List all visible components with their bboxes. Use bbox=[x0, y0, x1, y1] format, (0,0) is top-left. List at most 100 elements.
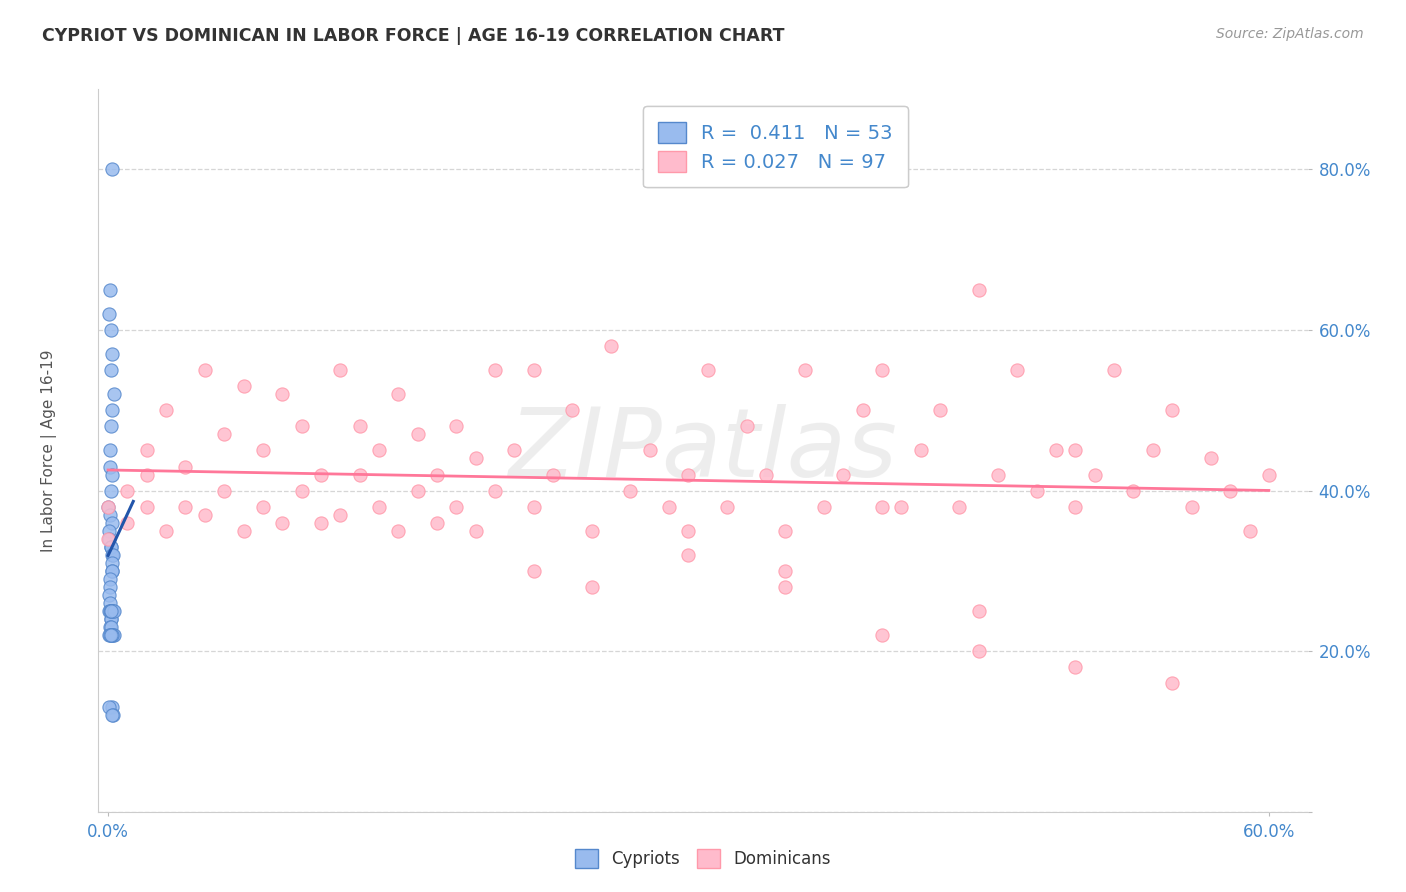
Point bbox=[638, 443, 661, 458]
Point bbox=[97, 604, 120, 618]
Point bbox=[773, 524, 796, 538]
Point bbox=[446, 419, 468, 434]
Point bbox=[1180, 500, 1202, 514]
Legend: R =  0.411   N = 53, R = 0.027   N = 97: R = 0.411 N = 53, R = 0.027 N = 97 bbox=[643, 106, 908, 187]
Point bbox=[252, 500, 274, 514]
Point bbox=[98, 620, 121, 634]
Point bbox=[100, 612, 122, 626]
Point bbox=[100, 548, 122, 562]
Point bbox=[406, 483, 429, 498]
Point bbox=[100, 564, 122, 578]
Point bbox=[100, 612, 122, 626]
Point bbox=[852, 403, 875, 417]
Point bbox=[349, 467, 371, 482]
Point bbox=[103, 628, 125, 642]
Point bbox=[870, 500, 893, 514]
Point bbox=[678, 548, 700, 562]
Point bbox=[1239, 524, 1261, 538]
Point bbox=[1102, 363, 1125, 377]
Point bbox=[117, 516, 139, 530]
Point bbox=[349, 419, 371, 434]
Point bbox=[910, 443, 932, 458]
Point bbox=[103, 604, 125, 618]
Point bbox=[948, 500, 970, 514]
Point bbox=[619, 483, 641, 498]
Point bbox=[103, 387, 125, 401]
Point bbox=[870, 628, 893, 642]
Point bbox=[426, 467, 449, 482]
Text: ZIPatlas: ZIPatlas bbox=[509, 404, 897, 497]
Point bbox=[735, 419, 758, 434]
Point bbox=[100, 604, 122, 618]
Point bbox=[329, 508, 352, 522]
Point bbox=[101, 708, 124, 723]
Point bbox=[103, 628, 125, 642]
Point bbox=[212, 483, 235, 498]
Point bbox=[117, 483, 139, 498]
Point bbox=[1025, 483, 1047, 498]
Point bbox=[773, 564, 796, 578]
Point bbox=[967, 644, 990, 658]
Point bbox=[696, 363, 718, 377]
Point bbox=[929, 403, 952, 417]
Point bbox=[252, 443, 274, 458]
Point bbox=[368, 500, 391, 514]
Point bbox=[97, 500, 120, 514]
Point bbox=[155, 403, 177, 417]
Point bbox=[135, 500, 157, 514]
Point bbox=[1161, 676, 1184, 690]
Point bbox=[503, 443, 526, 458]
Point bbox=[523, 500, 546, 514]
Point bbox=[174, 500, 197, 514]
Point bbox=[271, 516, 294, 530]
Text: Source: ZipAtlas.com: Source: ZipAtlas.com bbox=[1216, 27, 1364, 41]
Point bbox=[100, 700, 122, 714]
Point bbox=[232, 524, 254, 538]
Point bbox=[890, 500, 912, 514]
Point bbox=[523, 564, 546, 578]
Point bbox=[101, 604, 124, 618]
Point bbox=[98, 580, 121, 594]
Point bbox=[100, 604, 122, 618]
Point bbox=[541, 467, 564, 482]
Point bbox=[309, 516, 332, 530]
Point bbox=[100, 620, 122, 634]
Point bbox=[98, 443, 121, 458]
Point bbox=[98, 532, 121, 546]
Point bbox=[773, 580, 796, 594]
Point bbox=[100, 483, 122, 498]
Y-axis label: In Labor Force | Age 16-19: In Labor Force | Age 16-19 bbox=[41, 349, 56, 552]
Point bbox=[464, 524, 486, 538]
Point bbox=[368, 443, 391, 458]
Point bbox=[271, 387, 294, 401]
Legend: Cypriots, Dominicans: Cypriots, Dominicans bbox=[568, 843, 838, 875]
Point bbox=[581, 580, 603, 594]
Point bbox=[290, 419, 312, 434]
Point bbox=[426, 516, 449, 530]
Point bbox=[290, 483, 312, 498]
Point bbox=[716, 500, 738, 514]
Point bbox=[446, 500, 468, 514]
Point bbox=[1064, 660, 1087, 674]
Point bbox=[1199, 451, 1222, 466]
Point bbox=[98, 604, 121, 618]
Point bbox=[100, 708, 122, 723]
Point bbox=[464, 451, 486, 466]
Point bbox=[194, 363, 217, 377]
Point bbox=[97, 532, 120, 546]
Point bbox=[967, 283, 990, 297]
Point bbox=[1007, 363, 1029, 377]
Point bbox=[98, 588, 121, 602]
Point bbox=[100, 540, 122, 554]
Point bbox=[678, 467, 700, 482]
Point bbox=[100, 323, 122, 337]
Point bbox=[1064, 443, 1087, 458]
Point bbox=[870, 363, 893, 377]
Point bbox=[1122, 483, 1144, 498]
Point bbox=[98, 524, 121, 538]
Point bbox=[97, 628, 120, 642]
Point bbox=[98, 283, 121, 297]
Point bbox=[98, 572, 121, 586]
Point bbox=[1257, 467, 1279, 482]
Point bbox=[155, 524, 177, 538]
